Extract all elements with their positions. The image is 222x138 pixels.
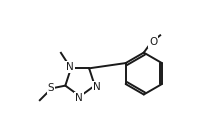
Text: N: N: [75, 93, 83, 103]
Text: S: S: [48, 83, 54, 93]
Text: N: N: [93, 82, 101, 92]
Text: N: N: [66, 62, 74, 72]
Text: O: O: [149, 37, 157, 47]
